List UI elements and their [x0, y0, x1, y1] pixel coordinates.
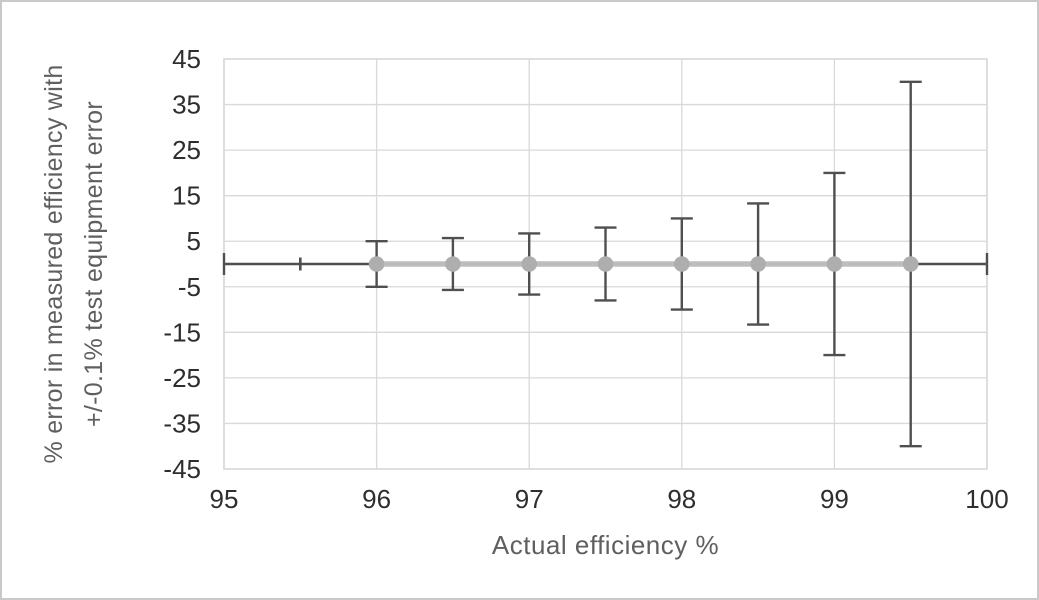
data-point-marker [902, 256, 919, 272]
y-tick-label: -25 [163, 363, 201, 393]
y-axis-title-line2: +/-0.1% test equipment error [80, 101, 108, 427]
y-tick-label: -45 [163, 454, 201, 484]
y-tick-label: 35 [172, 90, 201, 120]
x-tick-label: 98 [667, 484, 696, 514]
data-point-marker [826, 256, 843, 272]
y-tick-label: 5 [187, 226, 201, 256]
y-axis-title: % error in measured efficiency with +/-0… [34, 4, 118, 524]
x-tick-label: 100 [965, 484, 1008, 514]
y-axis-title-line1: % error in measured efficiency with [40, 64, 68, 464]
y-tick-label: 45 [172, 44, 201, 74]
data-point-marker [521, 256, 537, 272]
x-tick-label: 99 [820, 484, 849, 514]
data-point-marker [368, 256, 385, 272]
y-tick-label: 15 [172, 181, 201, 211]
x-tick-label: 96 [362, 484, 391, 514]
y-tick-label: -15 [163, 317, 201, 347]
data-point-marker [445, 256, 461, 272]
y-tick-label: -5 [178, 272, 201, 302]
x-axis-title: Actual efficiency % [491, 530, 720, 560]
y-tick-label: 25 [172, 135, 201, 165]
y-tick-label: -35 [163, 408, 201, 438]
x-tick-label: 97 [515, 484, 544, 514]
data-point-marker [597, 256, 614, 272]
data-point-marker [750, 256, 766, 272]
data-point-marker [674, 256, 690, 272]
x-tick-label: 95 [210, 484, 239, 514]
